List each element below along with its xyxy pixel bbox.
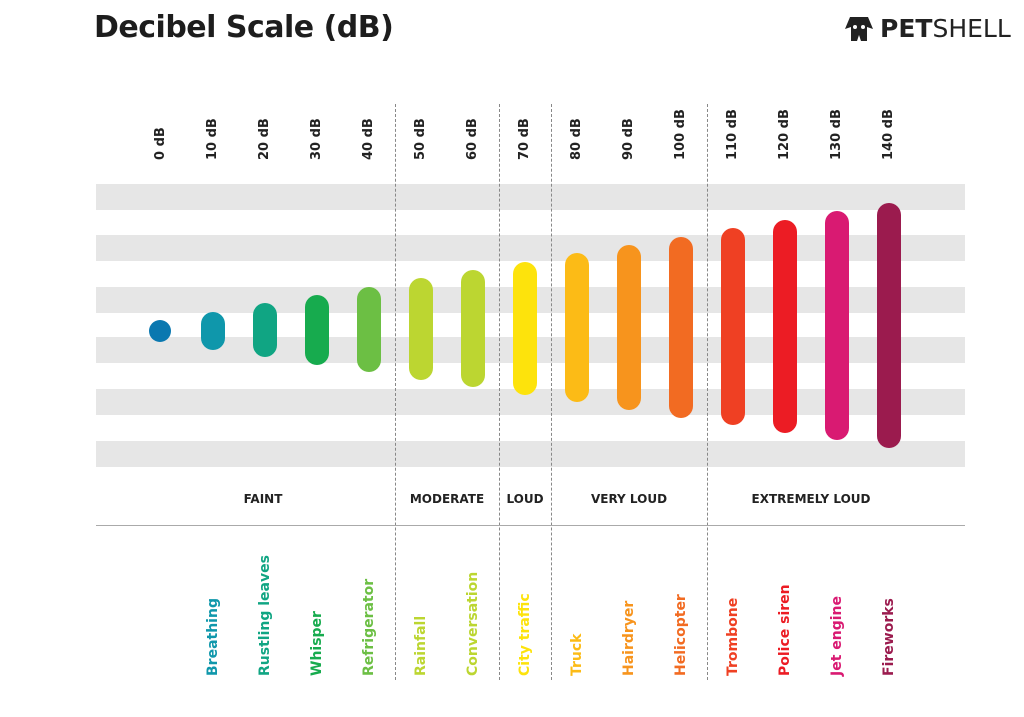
source-label: City traffic (517, 593, 533, 676)
background-stripe (96, 184, 965, 210)
band-label: FAINT (243, 492, 283, 506)
band-divider (499, 104, 500, 680)
band-baseline (96, 525, 965, 526)
bar (201, 311, 225, 350)
bar (669, 236, 693, 418)
tick-label: 40 dB (361, 118, 376, 160)
band-label: MODERATE (409, 492, 485, 506)
source-label: Whisper (309, 611, 325, 676)
band-label: LOUD (506, 492, 544, 506)
bar (513, 261, 537, 395)
tick-label: 90 dB (621, 118, 636, 160)
tick-label: 80 dB (569, 118, 584, 160)
source-label: Jet engine (829, 595, 845, 676)
bar (773, 219, 797, 433)
bar (357, 286, 381, 373)
bar (461, 269, 485, 388)
tick-label: 10 dB (205, 118, 220, 160)
bar (253, 303, 277, 358)
source-label: Rustling leaves (257, 555, 273, 676)
bar (877, 203, 901, 448)
band-label: VERY LOUD (590, 492, 668, 506)
source-label: Breathing (205, 598, 221, 676)
source-label: Truck (569, 633, 585, 677)
tick-label: 70 dB (517, 118, 532, 160)
tick-label: 100 dB (673, 109, 688, 160)
source-label: Hairdryer (621, 600, 637, 676)
tick-label: 30 dB (309, 118, 324, 160)
band-divider (707, 104, 708, 680)
source-label: Police siren (777, 584, 793, 676)
source-label: Rainfall (413, 615, 429, 676)
bar (565, 253, 589, 403)
tick-label: 130 dB (829, 109, 844, 160)
bar (721, 228, 745, 426)
bar (825, 211, 849, 441)
background-stripe (96, 235, 965, 261)
source-label: Helicopter (673, 594, 689, 676)
source-label: Conversation (465, 571, 481, 676)
tick-label: 60 dB (465, 118, 480, 160)
logo-text-light: SHELL (932, 14, 1011, 43)
background-stripe (96, 441, 965, 467)
tick-label: 120 dB (777, 109, 792, 160)
page-title: Decibel Scale (dB) (94, 10, 394, 45)
tick-label: 110 dB (725, 109, 740, 160)
bar (617, 244, 641, 410)
tick-label: 50 dB (413, 118, 428, 160)
source-label: Refrigerator (361, 578, 377, 676)
bar (305, 294, 329, 365)
petshell-logo: PETSHELL (844, 14, 1011, 43)
band-divider (395, 104, 396, 680)
bar (409, 278, 433, 380)
bar (149, 320, 171, 342)
tick-label: 20 dB (257, 118, 272, 160)
logo-text-bold: PET (880, 14, 933, 43)
tick-label: 140 dB (881, 109, 896, 160)
source-label: Trombone (725, 597, 741, 676)
band-divider (551, 104, 552, 680)
dog-head-icon (845, 16, 873, 41)
band-label: EXTREMELY LOUD (751, 492, 871, 506)
tick-label: 0 dB (153, 127, 168, 160)
source-label: Fireworks (881, 598, 897, 676)
